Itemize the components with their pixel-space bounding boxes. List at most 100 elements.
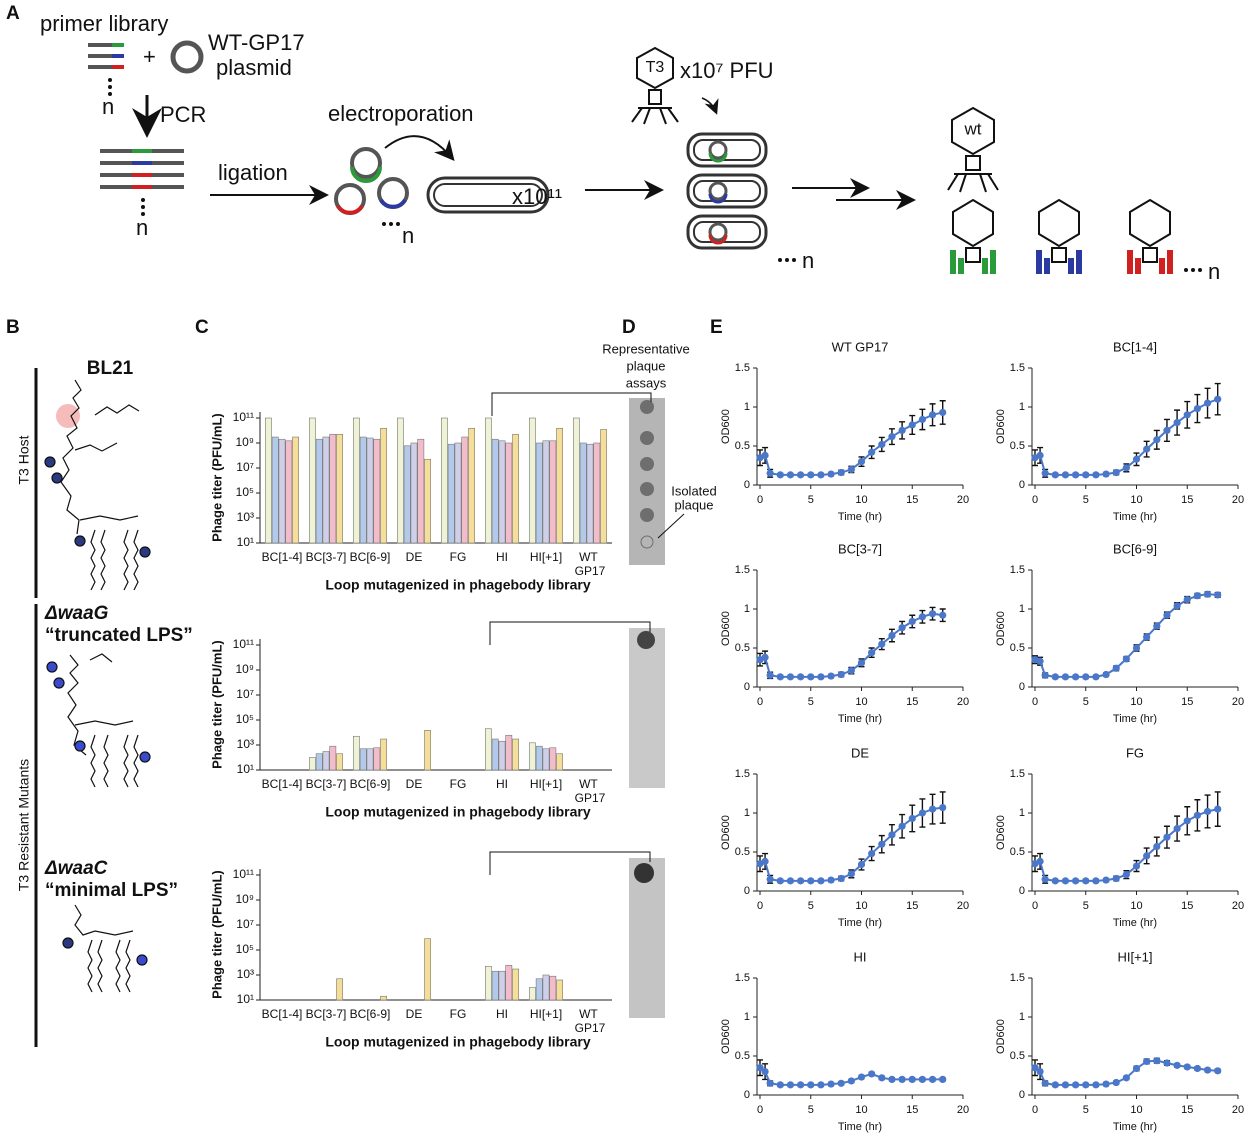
bar (600, 429, 607, 544)
x-tick-label: BC[1-4] (262, 550, 303, 564)
y-tick-label: 10⁹ (236, 662, 255, 676)
caption: assays (626, 375, 667, 390)
x-tick-label: FG (450, 550, 467, 564)
x-tick-label: DE (406, 1007, 423, 1021)
bar (336, 753, 343, 771)
bar (336, 978, 343, 1001)
x-tick-label: 15 (906, 900, 918, 912)
point (1203, 399, 1212, 407)
point (1214, 805, 1222, 813)
point (786, 673, 795, 681)
point (776, 673, 784, 681)
x-tick-label: WT GP17 (575, 550, 606, 578)
point (857, 659, 866, 667)
bar (329, 745, 337, 771)
point (797, 673, 805, 681)
point (888, 831, 896, 839)
label: PCR (160, 102, 206, 127)
bar (491, 738, 499, 771)
point (1132, 862, 1141, 870)
y-axis-label: Phage titer (PFU/mL) (209, 870, 224, 999)
point (1051, 1081, 1059, 1089)
chart-title: BC[3-7] (838, 541, 882, 556)
point (807, 471, 815, 479)
point (807, 673, 815, 681)
x-tick-label: 20 (1232, 1104, 1244, 1116)
x-tick-label: 20 (957, 900, 969, 912)
point (857, 458, 866, 466)
point (928, 610, 937, 618)
y-tick-label: 1.5 (1010, 972, 1025, 984)
label: n (802, 248, 814, 273)
point (776, 1081, 784, 1089)
group-label: T3 Host (16, 435, 32, 484)
x-tick-label: 15 (1181, 696, 1193, 708)
y-tick-label: 1 (1019, 603, 1025, 615)
bar (528, 742, 536, 771)
point (1112, 664, 1120, 672)
axis (259, 639, 612, 771)
y-tick-label: 1.5 (1010, 362, 1025, 374)
bar (528, 417, 536, 544)
y-tick-label: 0 (1019, 681, 1025, 693)
point (797, 471, 805, 479)
point (1061, 673, 1070, 681)
bar (380, 427, 387, 544)
bar (556, 427, 563, 544)
point (1132, 455, 1141, 463)
chart-title: BC[6-9] (1113, 541, 1157, 556)
y-axis-label: OD600 (720, 1019, 732, 1054)
point (1036, 1068, 1044, 1076)
x-axis-label: Loop mutagenized in phagebody library (325, 804, 590, 820)
phagebodies (950, 198, 1173, 274)
point (1051, 471, 1059, 479)
x-tick-label: BC[3-7] (306, 777, 347, 791)
y-tick-label: 1 (1019, 1011, 1025, 1023)
point (928, 805, 937, 813)
x-axis-label: Loop mutagenized in phagebody library (325, 577, 590, 593)
point (1183, 411, 1191, 419)
point (817, 1081, 825, 1089)
point (827, 672, 835, 680)
bar (403, 445, 411, 544)
x-tick-label: 20 (1232, 696, 1244, 708)
point (908, 1075, 916, 1083)
x-tick-label: HI[+1] (530, 1007, 562, 1021)
y-tick-label: 1.5 (735, 972, 750, 984)
point (761, 451, 769, 459)
point (888, 1075, 896, 1083)
point (847, 1077, 855, 1085)
y-tick-label: 1.5 (1010, 768, 1025, 780)
point (1041, 671, 1049, 679)
y-tick-label: 1 (744, 603, 750, 615)
x-tick-label: 0 (1032, 1104, 1038, 1116)
point (817, 877, 825, 885)
x-tick-label: HI (496, 550, 508, 564)
x-tick-label: 10 (855, 494, 867, 506)
point (878, 440, 886, 449)
bar (549, 440, 557, 544)
bar (593, 442, 601, 544)
x-tick-label: 5 (1083, 696, 1089, 708)
x-tick-label: BC[1-4] (262, 1007, 303, 1021)
point (857, 1073, 866, 1081)
point (888, 631, 896, 640)
y-tick-label: 10⁵ (236, 942, 254, 956)
plaques (640, 400, 654, 549)
x-tick-label: 5 (808, 900, 814, 912)
y-tick-label: 0.5 (735, 1050, 750, 1062)
chart-title: DE (851, 745, 869, 760)
chart-title: HI (854, 949, 867, 964)
bar (535, 978, 543, 1001)
x-tick-label: FG (450, 777, 467, 791)
point (776, 471, 784, 479)
plate-image (629, 858, 665, 1018)
bar (366, 437, 374, 544)
label: wt (964, 119, 982, 138)
bar (380, 995, 387, 1001)
point (1036, 857, 1044, 865)
x-tick-label: 20 (957, 696, 969, 708)
plasmid (170, 40, 204, 74)
point (918, 613, 927, 621)
y-tick-label: 10¹ (237, 992, 254, 1006)
